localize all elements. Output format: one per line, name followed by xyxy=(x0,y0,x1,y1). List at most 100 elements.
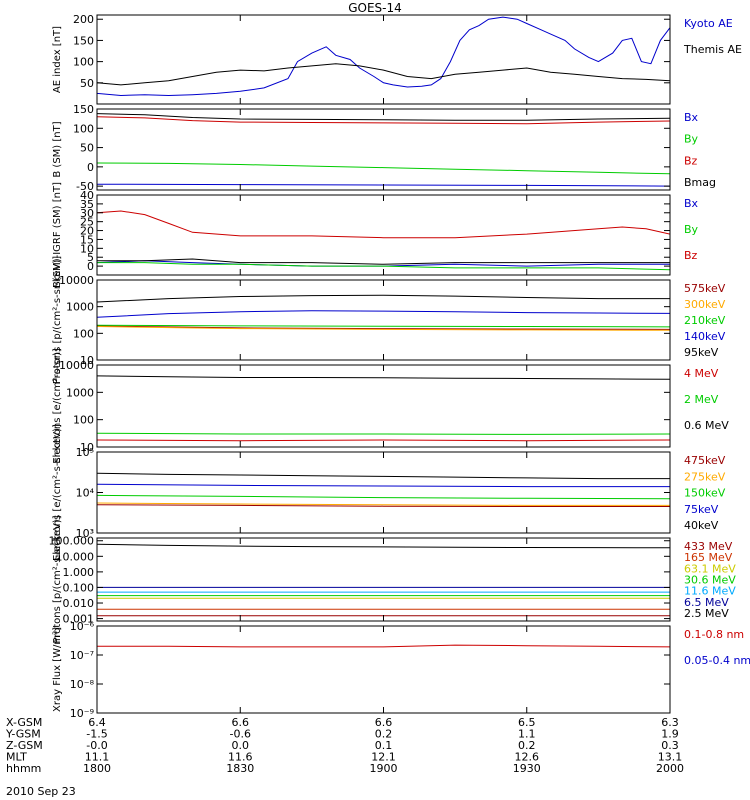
legend-entry: Bx xyxy=(684,111,699,124)
y-axis-label: Protons [p/(cm²-s-sr-keV)] xyxy=(52,515,63,643)
ephemeris-value: 6.6 xyxy=(375,716,393,729)
y-tick-label: 25 xyxy=(80,216,94,229)
series-line-210kev xyxy=(96,324,671,328)
legend-entry: 4 MeV xyxy=(684,367,719,380)
y-axis-label: Protons [p/(cm²-s-sr-keV)] xyxy=(52,256,63,384)
legend-entry: 2 MeV xyxy=(684,393,719,406)
series-line-75kev xyxy=(96,483,670,488)
series-line-150kev xyxy=(96,494,671,500)
legend-entry: Bz xyxy=(684,249,698,262)
legend-entry: 0.05-0.4 nm xyxy=(684,654,750,667)
y-tick-label: 30 xyxy=(80,207,94,220)
panel-frame xyxy=(96,537,671,622)
ephemeris-value: 1900 xyxy=(370,762,398,775)
series-line-40kev xyxy=(96,472,670,480)
ephemeris-value: -0.0 xyxy=(86,739,107,752)
y-tick-label: 20 xyxy=(80,225,94,238)
y-tick-label: 10.000 xyxy=(56,550,95,563)
series-line-2-5-mev xyxy=(96,543,671,549)
ephemeris-value: 1.1 xyxy=(518,728,536,741)
legend-entry: Themis AE xyxy=(683,43,742,56)
series-line-2-mev xyxy=(96,432,671,435)
legend-entry: 300keV xyxy=(684,298,726,311)
series-line-bx xyxy=(96,260,670,267)
legend-entry: Bmag xyxy=(684,176,716,189)
series-line-275kev xyxy=(96,502,670,506)
y-axis-label: Xray Flux [W/m²] xyxy=(52,627,63,712)
legend-entry: 63.1 MeV xyxy=(684,562,736,575)
y-tick-label: 10 xyxy=(80,441,94,454)
y-tick-label: 15 xyxy=(80,233,94,246)
legend-entry: 575keV xyxy=(684,282,726,295)
series-line-140kev xyxy=(96,310,671,318)
y-axis-label: AE index [nT] xyxy=(52,26,63,93)
series-line-by xyxy=(96,162,671,175)
y-tick-label: 100 xyxy=(73,56,94,69)
legend-entry: Bx xyxy=(684,197,699,210)
panel-8: 10⁻⁹ 10⁻⁸ 10⁻⁷ 10⁻⁶ Xray Flux [W/m²] 0.1-0.8 … xyxy=(52,620,750,720)
series-line-bz xyxy=(96,116,671,125)
panel-6: 10³ 10⁴ 10⁵ Electrons [e/(cm²-s-sr-keV)] 475… xyxy=(52,424,726,561)
series-line-4-mev xyxy=(96,439,671,442)
y-tick-label: 10⁵ xyxy=(76,446,94,459)
panel-2: -50 0 50 100 150 B (SM) [nT] Bx By Bz Bmag xyxy=(52,103,716,193)
ephemeris-value: 0.1 xyxy=(375,739,393,752)
legend-entry: 6.5 MeV xyxy=(684,596,729,609)
y-tick-label: 1.000 xyxy=(63,566,95,579)
legend-entry: 95keV xyxy=(684,346,719,359)
series-line-300kev xyxy=(96,326,671,331)
y-tick-label: 10⁻⁷ xyxy=(70,649,94,662)
ephemeris-value: 0.0 xyxy=(232,739,250,752)
ephemeris-row-label: Z-GSM xyxy=(6,739,43,752)
y-tick-label: 10000 xyxy=(59,274,94,287)
y-tick-label: 1000 xyxy=(66,386,94,399)
y-tick-label: 150 xyxy=(73,103,94,116)
legend-entry: 30.6 MeV xyxy=(684,574,736,587)
ephemeris-value: 0.3 xyxy=(661,739,679,752)
panel-frame xyxy=(96,108,671,191)
y-tick-label: 150 xyxy=(73,34,94,47)
ephemeris-value: 1930 xyxy=(513,762,541,775)
y-axis-label: B (SM) [nT] xyxy=(52,121,63,177)
y-tick-label: 50 xyxy=(80,142,94,155)
series-line-0-6-mev xyxy=(96,375,671,380)
y-axis-label: Electrons [e/(cm²-s-sr)] xyxy=(52,348,63,464)
series-line-kyoto-ae xyxy=(96,16,671,97)
legend-entry: 11.6 MeV xyxy=(684,585,736,598)
y-tick-label: 40 xyxy=(80,189,94,202)
y-tick-label: 10 xyxy=(80,354,94,367)
series-line-0-1-0-8-nm xyxy=(97,644,671,648)
y-tick-label: 10³ xyxy=(76,527,94,540)
ephemeris-value: 6.6 xyxy=(232,716,250,729)
ephemeris-row-label: Y-GSM xyxy=(5,728,41,741)
y-tick-label: 0 xyxy=(87,161,94,174)
plot-title: GOES-14 xyxy=(348,1,402,15)
y-tick-label: -50 xyxy=(76,180,94,193)
legend-entry: 40keV xyxy=(684,519,719,532)
y-tick-label: 10⁻⁹ xyxy=(70,707,94,720)
ephemeris-value: 13.1 xyxy=(658,751,683,764)
series-line-95kev xyxy=(96,294,670,303)
y-tick-label: 100 xyxy=(73,122,94,135)
panel-frame xyxy=(96,279,671,361)
ephemeris-value: 0.2 xyxy=(375,728,393,741)
ephemeris-value: 1830 xyxy=(226,762,254,775)
ephemeris-value: 1.9 xyxy=(661,728,679,741)
ephemeris-value: -1.5 xyxy=(86,728,107,741)
legend-entry: 140keV xyxy=(684,330,726,343)
legend-entry: 150keV xyxy=(684,487,726,500)
ephemeris-value: 11.6 xyxy=(228,751,253,764)
y-tick-label: 200 xyxy=(73,13,94,26)
y-tick-label: 35 xyxy=(80,198,94,211)
ephemeris-row-label: MLT xyxy=(6,751,27,764)
ephemeris-value: 11.1 xyxy=(85,751,110,764)
series-line-bmag xyxy=(96,113,671,121)
y-tick-label: 50 xyxy=(80,77,94,90)
panel-frame xyxy=(96,451,671,534)
series-line-bz xyxy=(96,210,671,239)
ephemeris-value: 6.5 xyxy=(518,716,536,729)
